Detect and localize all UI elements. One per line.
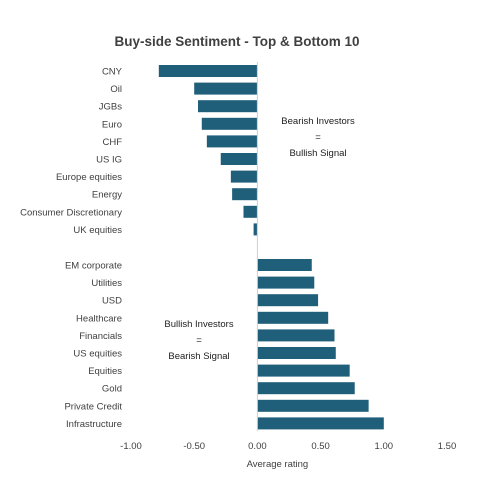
annotation-line: Bearish Signal [168,351,229,362]
bars-layer [158,65,384,430]
chart-title: Buy-side Sentiment - Top & Bottom 10 [114,34,360,49]
category-label: Oil [110,84,122,95]
category-label: Private Credit [64,401,122,412]
bar-chf [206,135,258,148]
category-label: Utilities [91,278,122,289]
bar-financials [257,329,335,342]
bar-gold [257,382,355,395]
category-label: Infrastructure [66,419,122,430]
category-labels: CNY Oil JGBs Euro CHF US IG Europe equities Ene… [20,67,123,430]
bar-equities [257,364,350,377]
category-label: USD [102,296,122,307]
category-label: CHF [102,137,122,148]
bar-us-equities [257,347,336,359]
annotation-line: Bullish Investors [164,319,233,330]
x-axis: -1.00 -0.50 0.00 0.50 1.00 1.50 Average rating [120,62,456,470]
x-tick-label: 1.00 [375,441,394,452]
category-label: Europe equities [56,172,122,183]
category-label: Consumer Discretionary [20,207,122,218]
bar-uk-equities [253,223,258,236]
bar-us-ig [220,153,258,165]
x-tick-label: -0.50 [183,441,205,452]
x-tick-label: -1.00 [120,441,142,452]
x-tick-label: 1.50 [438,441,457,452]
annotations: Bearish Investors = Bullish Signal Bullish … [164,116,355,362]
bar-private-credit [257,399,369,412]
x-axis-title: Average rating [247,459,309,470]
category-label: Energy [92,190,122,201]
category-label: Equities [88,366,122,377]
category-label: Gold [102,384,122,395]
annotation-line: = [196,335,202,346]
category-label: EM corporate [65,261,122,272]
bar-em-corporate [257,259,312,271]
bar-oil [194,82,258,95]
bar-energy [232,188,258,201]
x-tick-label: 0.50 [311,441,330,452]
bar-euro [201,117,258,130]
bar-utilities [257,276,315,289]
category-label: Euro [102,119,122,130]
bar-usd [257,294,319,307]
bar-infrastructure [257,417,384,430]
category-label: Financials [79,331,122,342]
category-label: Healthcare [76,313,122,324]
category-label: UK equities [73,225,122,236]
category-label: US equities [73,349,122,360]
annotation-line: Bullish Signal [289,148,346,159]
x-tick-label: 0.00 [248,441,267,452]
bar-europe-equities [230,170,258,183]
category-label: CNY [102,67,123,78]
bar-healthcare [257,311,329,324]
category-label: US IG [96,155,122,166]
annotation-line: = [315,132,321,143]
annotation-line: Bearish Investors [281,116,355,127]
bar-cny [158,65,258,77]
bar-consumer-discretionary [243,205,258,218]
category-label: JGBs [99,102,122,113]
bar-jgbs [197,100,258,113]
